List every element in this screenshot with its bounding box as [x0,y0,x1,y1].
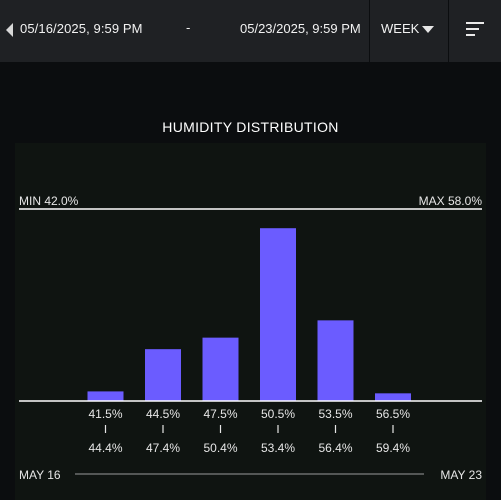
histogram-bar [145,349,181,401]
chart-panel [15,143,486,500]
top-bar: 05/16/2025, 9:59 PM - 05/23/2025, 9:59 P… [0,0,501,62]
histogram-bar [87,391,124,401]
chart-title: HUMIDITY DISTRIBUTION [162,119,339,135]
histogram-bar [317,320,354,401]
chevron-left-icon[interactable] [6,23,13,37]
date-separator: - [186,20,191,35]
period-dropdown[interactable]: WEEK [381,21,420,36]
divider [448,0,449,62]
caret-down-icon[interactable] [422,26,434,33]
sort-icon-line [466,28,479,30]
max-label: MAX 58.0% [419,194,483,208]
min-label: MIN 42.0% [19,194,79,208]
bin-low-label: 41.5% [88,407,122,421]
timeline-end-label: MAY 23 [440,468,482,482]
bin-low-label: 47.5% [203,407,237,421]
timeline-start-label: MAY 16 [19,468,61,482]
histogram-bar [375,393,411,401]
bin-high-label: 44.4% [88,441,122,455]
bin-low-label: 56.5% [376,407,410,421]
divider [369,0,370,62]
bin-high-label: 59.4% [376,441,410,455]
sort-button[interactable] [449,0,501,62]
end-date[interactable]: 05/23/2025, 9:59 PM [240,21,361,36]
start-date[interactable]: 05/16/2025, 9:59 PM [20,21,143,36]
bin-low-label: 44.5% [146,407,180,421]
sort-icon [466,22,484,24]
bin-high-label: 47.4% [146,441,180,455]
histogram-bar [202,337,239,401]
sort-icon-line [466,34,475,36]
bin-high-label: 53.4% [261,441,295,455]
bin-low-label: 53.5% [318,407,352,421]
bin-high-label: 50.4% [203,441,237,455]
bin-high-label: 56.4% [318,441,352,455]
histogram-bar [260,228,296,401]
bin-low-label: 50.5% [261,407,295,421]
